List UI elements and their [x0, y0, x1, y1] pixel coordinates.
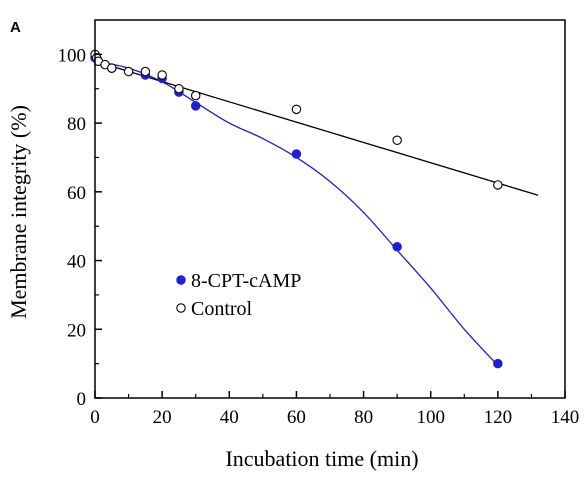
data-point-series-1 — [140, 66, 151, 77]
data-point-series-1 — [107, 63, 117, 73]
legend-label: 8-CPT-cAMP — [191, 270, 301, 292]
data-point-series-0 — [493, 358, 503, 369]
fit-line-series-1 — [94, 60, 539, 196]
x-tick-label: 20 — [153, 407, 172, 428]
data-point-series-1 — [174, 83, 184, 94]
data-point-series-0 — [392, 242, 402, 252]
legend-label: Control — [191, 298, 253, 320]
data-point-series-1 — [157, 70, 167, 80]
y-tick-label: 0 — [77, 389, 87, 410]
x-tick-label: 120 — [484, 407, 513, 428]
y-tick-label: 40 — [67, 252, 86, 273]
legend-marker — [176, 303, 186, 313]
y-axis-label: Membrane integrity (%) — [6, 105, 31, 319]
data-point-series-1 — [392, 135, 402, 146]
data-point-series-0 — [190, 101, 201, 111]
x-tick-label: 40 — [220, 407, 239, 428]
plot-area — [90, 49, 539, 369]
x-tick-label: 0 — [90, 407, 100, 428]
x-tick-label: 60 — [287, 407, 306, 428]
y-tick-label: 20 — [67, 320, 86, 341]
axes: 0 20 40 60 80 100 120 140 0 20 40 60 80 100 — [58, 19, 580, 428]
data-point-series-1 — [123, 66, 134, 77]
x-tick-label: 80 — [354, 407, 373, 428]
x-axis-label: Incubation time (min) — [225, 446, 418, 471]
legend: 8-CPT-cAMP Control — [176, 270, 301, 320]
legend-marker — [176, 275, 186, 285]
panel-label: A — [10, 19, 21, 36]
y-tick-label: 80 — [67, 114, 86, 135]
data-point-series-1 — [493, 180, 503, 190]
data-point-series-0 — [291, 149, 302, 159]
x-tick-label: 100 — [416, 407, 445, 428]
data-point-series-1 — [291, 104, 302, 115]
y-tick-label: 100 — [58, 45, 87, 66]
y-tick-label: 60 — [67, 183, 86, 204]
data-point-series-1 — [190, 90, 201, 101]
x-tick-label: 140 — [551, 407, 580, 428]
